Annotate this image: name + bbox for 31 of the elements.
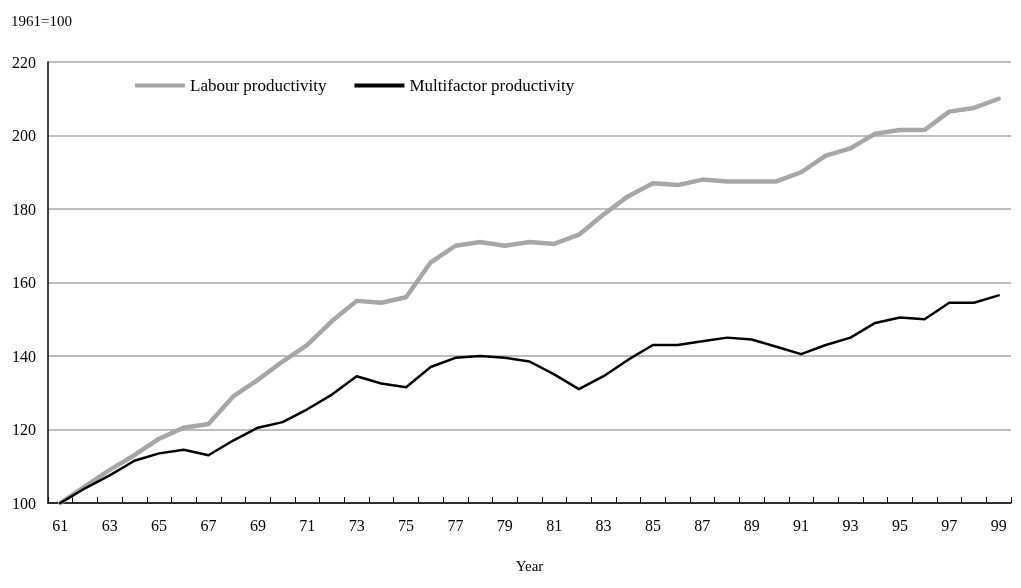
x-tick-label: 61 bbox=[52, 516, 69, 534]
x-tick-label: 93 bbox=[842, 516, 859, 534]
x-tick-label: 99 bbox=[990, 516, 1007, 534]
x-tick-label: 91 bbox=[793, 516, 810, 534]
legend-label: Labour productivity bbox=[190, 76, 327, 95]
x-tick-label: 89 bbox=[743, 516, 760, 534]
y-tick-label: 220 bbox=[12, 53, 36, 71]
y-tick-label: 200 bbox=[12, 127, 36, 144]
y-axis-title: 1961=100 bbox=[11, 12, 72, 29]
y-tick-label: 180 bbox=[12, 200, 36, 218]
x-tick-label: 85 bbox=[644, 516, 661, 534]
x-tick-label: 67 bbox=[200, 516, 217, 534]
y-tick-label: 160 bbox=[12, 274, 36, 291]
x-tick-label: 79 bbox=[496, 516, 513, 534]
x-tick-label: 71 bbox=[299, 516, 316, 534]
x-tick-label: 95 bbox=[891, 516, 908, 534]
x-axis-title: Year bbox=[515, 557, 544, 574]
y-tick-label: 140 bbox=[12, 347, 36, 365]
x-tick-label: 73 bbox=[348, 516, 365, 534]
y-tick-label: 120 bbox=[12, 421, 36, 438]
y-tick-label: 100 bbox=[12, 494, 36, 512]
x-tick-label: 81 bbox=[546, 516, 563, 534]
x-tick-label: 77 bbox=[447, 516, 464, 534]
legend-label: Multifactor productivity bbox=[409, 76, 575, 95]
x-tick-label: 83 bbox=[595, 516, 612, 534]
x-tick-label: 87 bbox=[694, 516, 711, 534]
x-tick-label: 63 bbox=[101, 516, 118, 534]
x-tick-label: 69 bbox=[249, 516, 266, 534]
x-tick-label: 75 bbox=[398, 516, 415, 534]
x-tick-label: 65 bbox=[151, 516, 168, 534]
x-tick-label: 97 bbox=[941, 516, 958, 534]
